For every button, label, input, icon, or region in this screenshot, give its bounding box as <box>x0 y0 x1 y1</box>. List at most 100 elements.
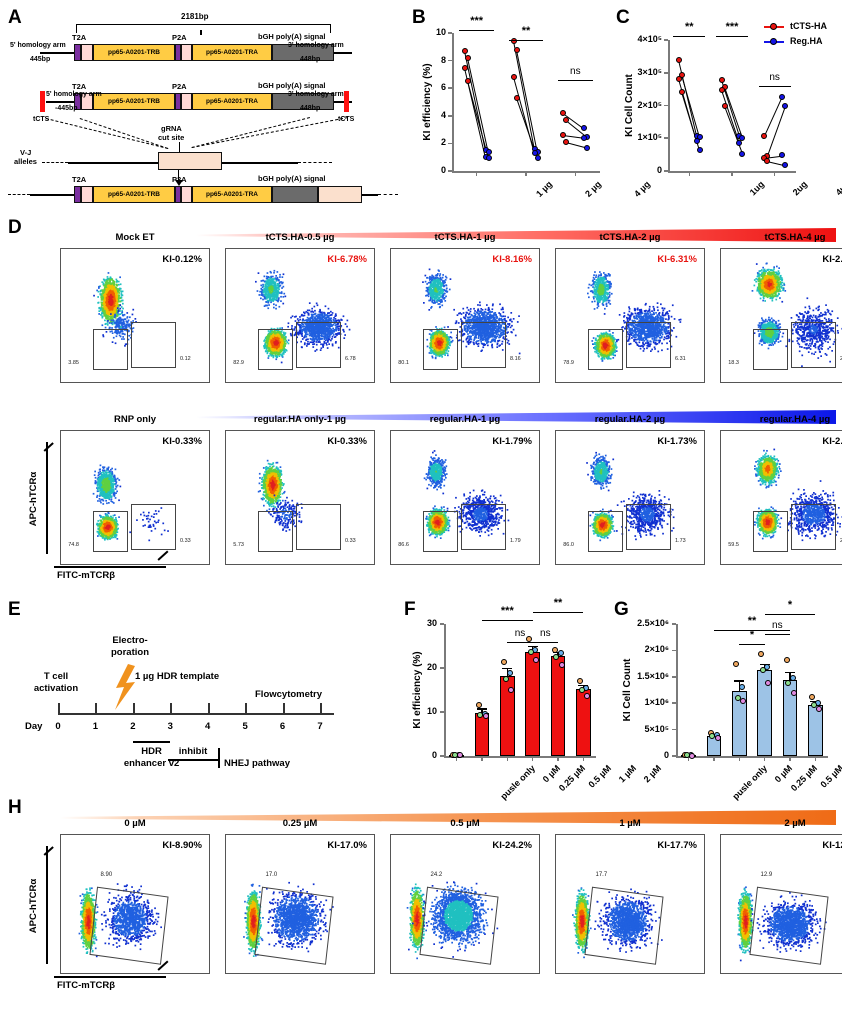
flow-plot-box[interactable] <box>390 248 540 383</box>
flow-plot-box[interactable] <box>390 430 540 565</box>
final-tra: pp65-A0201-TRA <box>192 186 272 203</box>
y-tick <box>448 142 452 145</box>
timeline-day-label: 4 <box>194 721 222 732</box>
flow-plot-box[interactable] <box>720 248 842 383</box>
gate-label: 17.7 <box>596 872 608 878</box>
gate-polygon[interactable] <box>555 834 705 974</box>
gate-right[interactable] <box>130 504 176 551</box>
panel-letter-h: H <box>8 798 22 817</box>
bar[interactable] <box>474 713 490 756</box>
linker-block <box>81 44 93 61</box>
x-axis-arrow-shaft <box>54 566 166 568</box>
gate-polygon[interactable] <box>390 834 540 974</box>
gate-right-label: 1.73 <box>675 538 686 544</box>
day-label: Day <box>25 721 42 732</box>
vj-line-left <box>68 162 158 164</box>
gate-right[interactable] <box>460 322 506 369</box>
significance-bar <box>764 614 816 616</box>
gate-left[interactable] <box>258 511 293 552</box>
data-point-reg <box>782 162 789 169</box>
y-axis-title: APC-hTCRα <box>28 848 39 964</box>
y-tick <box>440 711 444 713</box>
bar[interactable] <box>575 689 591 756</box>
flow-plot-box[interactable] <box>60 248 210 383</box>
data-point-tcts <box>464 78 471 85</box>
x-axis-title: FITC-mTCRβ <box>57 570 115 581</box>
flow-plot-box[interactable] <box>390 834 540 974</box>
significance-label: ns <box>755 620 800 631</box>
gate-left[interactable] <box>93 511 128 552</box>
panel-c-chart: 0 1×10⁵ 2×10⁵ 3×10⁵ 4×10⁵ KI Cell Count 1ug ** 2… <box>616 8 842 208</box>
gate-polygon[interactable] <box>60 834 210 974</box>
data-point <box>551 646 558 653</box>
bar[interactable] <box>550 655 566 756</box>
linker2-block <box>181 44 192 61</box>
x-tick <box>506 756 509 761</box>
gate-right[interactable] <box>460 504 506 551</box>
gate-right[interactable] <box>625 504 671 551</box>
gate-left[interactable] <box>588 329 623 370</box>
data-point-reg <box>584 144 591 151</box>
final-p2a <box>175 186 181 203</box>
significance-bar <box>532 612 584 614</box>
y-tick-label: 0 <box>441 165 446 175</box>
gate-right[interactable] <box>295 504 341 551</box>
y-tick-label: 0 <box>657 165 662 175</box>
gate-right[interactable] <box>790 504 836 551</box>
flow-plot-box[interactable] <box>720 430 842 565</box>
bar[interactable] <box>731 690 747 756</box>
significance-bar <box>532 642 558 644</box>
data-point-reg <box>534 154 541 161</box>
flow-plot-box[interactable] <box>555 248 705 383</box>
data-point <box>578 686 585 693</box>
gate-left-label: 78.9 <box>563 360 574 366</box>
ki-value-label: KI-6.31% <box>657 254 697 265</box>
gate-polygon[interactable] <box>720 834 842 974</box>
homology-left-label: 5' homology arm <box>10 42 66 49</box>
gate-left-label: 86.0 <box>563 542 574 548</box>
gate-polygon[interactable] <box>225 834 375 974</box>
bar[interactable] <box>807 705 823 756</box>
trb-block: pp65-A0201-TRB <box>93 93 175 110</box>
flow-plot-title: 2 µM <box>720 818 842 829</box>
gate-left-label: 74.8 <box>68 542 79 548</box>
gate-left-label: 3.85 <box>68 360 79 366</box>
y-tick-label: 5×10⁵ <box>614 724 670 734</box>
gate-left[interactable] <box>258 329 293 370</box>
homology-right-label: 3' homology arm <box>288 42 344 49</box>
final-p2a-label: P2A <box>172 175 187 184</box>
x-tick <box>582 756 585 761</box>
y-tick-label: 2 <box>441 137 446 147</box>
data-point <box>475 702 482 709</box>
gate-left[interactable] <box>753 329 788 370</box>
data-point <box>809 694 816 701</box>
gate-left[interactable] <box>588 511 623 552</box>
gate-left[interactable] <box>753 511 788 552</box>
alleles-label: alleles <box>14 157 37 166</box>
y-axis-arrow-shaft <box>46 846 48 964</box>
data-point <box>457 752 464 759</box>
gate-right[interactable] <box>625 322 671 369</box>
gate-right[interactable] <box>295 322 341 369</box>
hdr-enhancer-line1: HDR <box>105 746 198 757</box>
flow-plot-box[interactable] <box>225 834 375 974</box>
gate-right[interactable] <box>790 322 836 369</box>
gate-left[interactable] <box>423 329 458 370</box>
flow-plot-box[interactable] <box>225 430 375 565</box>
flow-plot-box[interactable] <box>555 430 705 565</box>
data-point-tcts <box>563 116 570 123</box>
significance-label: ** <box>704 615 800 627</box>
data-point <box>815 706 822 712</box>
bgh-block <box>272 93 334 110</box>
flow-plot-box[interactable] <box>60 834 210 974</box>
gate-right[interactable] <box>130 322 176 369</box>
data-point <box>527 649 534 656</box>
flow-plot-box[interactable] <box>555 834 705 974</box>
x-axis <box>444 756 596 758</box>
gate-left[interactable] <box>93 329 128 370</box>
data-point-reg <box>581 134 588 141</box>
gate-left[interactable] <box>423 511 458 552</box>
flow-plot-box[interactable] <box>60 430 210 565</box>
gate-label: 12.9 <box>761 872 773 878</box>
bar[interactable] <box>525 651 540 756</box>
